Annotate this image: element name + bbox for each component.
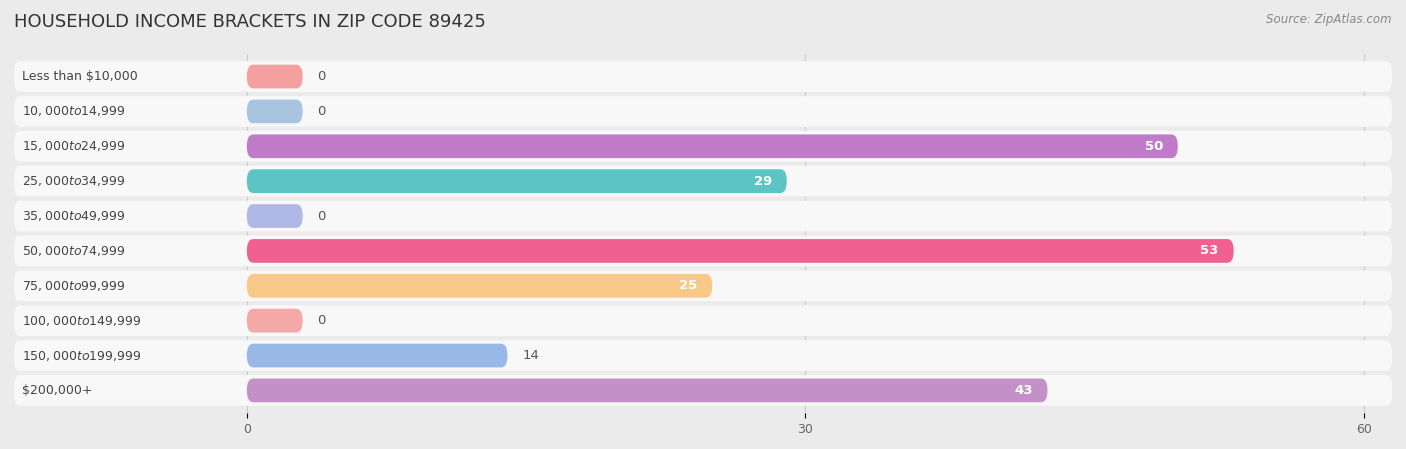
Text: 50: 50: [1144, 140, 1163, 153]
FancyBboxPatch shape: [14, 236, 1392, 266]
FancyBboxPatch shape: [14, 270, 1392, 301]
Text: 25: 25: [679, 279, 697, 292]
FancyBboxPatch shape: [247, 100, 302, 123]
FancyBboxPatch shape: [14, 61, 1392, 92]
FancyBboxPatch shape: [247, 239, 1233, 263]
Text: 43: 43: [1014, 384, 1032, 397]
FancyBboxPatch shape: [247, 169, 787, 193]
Text: $200,000+: $200,000+: [21, 384, 91, 397]
Text: $35,000 to $49,999: $35,000 to $49,999: [21, 209, 125, 223]
FancyBboxPatch shape: [14, 375, 1392, 406]
FancyBboxPatch shape: [14, 166, 1392, 197]
FancyBboxPatch shape: [247, 343, 508, 367]
Text: 14: 14: [523, 349, 540, 362]
FancyBboxPatch shape: [247, 65, 302, 88]
Text: $15,000 to $24,999: $15,000 to $24,999: [21, 139, 125, 153]
FancyBboxPatch shape: [247, 204, 302, 228]
Text: 0: 0: [318, 314, 326, 327]
FancyBboxPatch shape: [14, 201, 1392, 231]
FancyBboxPatch shape: [247, 309, 302, 333]
Text: $50,000 to $74,999: $50,000 to $74,999: [21, 244, 125, 258]
FancyBboxPatch shape: [14, 340, 1392, 371]
FancyBboxPatch shape: [14, 96, 1392, 127]
FancyBboxPatch shape: [14, 305, 1392, 336]
Text: 0: 0: [318, 105, 326, 118]
Text: HOUSEHOLD INCOME BRACKETS IN ZIP CODE 89425: HOUSEHOLD INCOME BRACKETS IN ZIP CODE 89…: [14, 13, 486, 31]
Text: 0: 0: [318, 210, 326, 223]
Text: $75,000 to $99,999: $75,000 to $99,999: [21, 279, 125, 293]
FancyBboxPatch shape: [247, 134, 1178, 158]
Text: Less than $10,000: Less than $10,000: [21, 70, 138, 83]
Text: $10,000 to $14,999: $10,000 to $14,999: [21, 105, 125, 119]
Text: $100,000 to $149,999: $100,000 to $149,999: [21, 314, 141, 328]
Text: $150,000 to $199,999: $150,000 to $199,999: [21, 348, 141, 362]
FancyBboxPatch shape: [247, 379, 1047, 402]
Text: $25,000 to $34,999: $25,000 to $34,999: [21, 174, 125, 188]
FancyBboxPatch shape: [247, 274, 713, 298]
Text: 29: 29: [754, 175, 772, 188]
Text: 53: 53: [1201, 244, 1219, 257]
FancyBboxPatch shape: [14, 131, 1392, 162]
Text: 0: 0: [318, 70, 326, 83]
Text: Source: ZipAtlas.com: Source: ZipAtlas.com: [1267, 13, 1392, 26]
